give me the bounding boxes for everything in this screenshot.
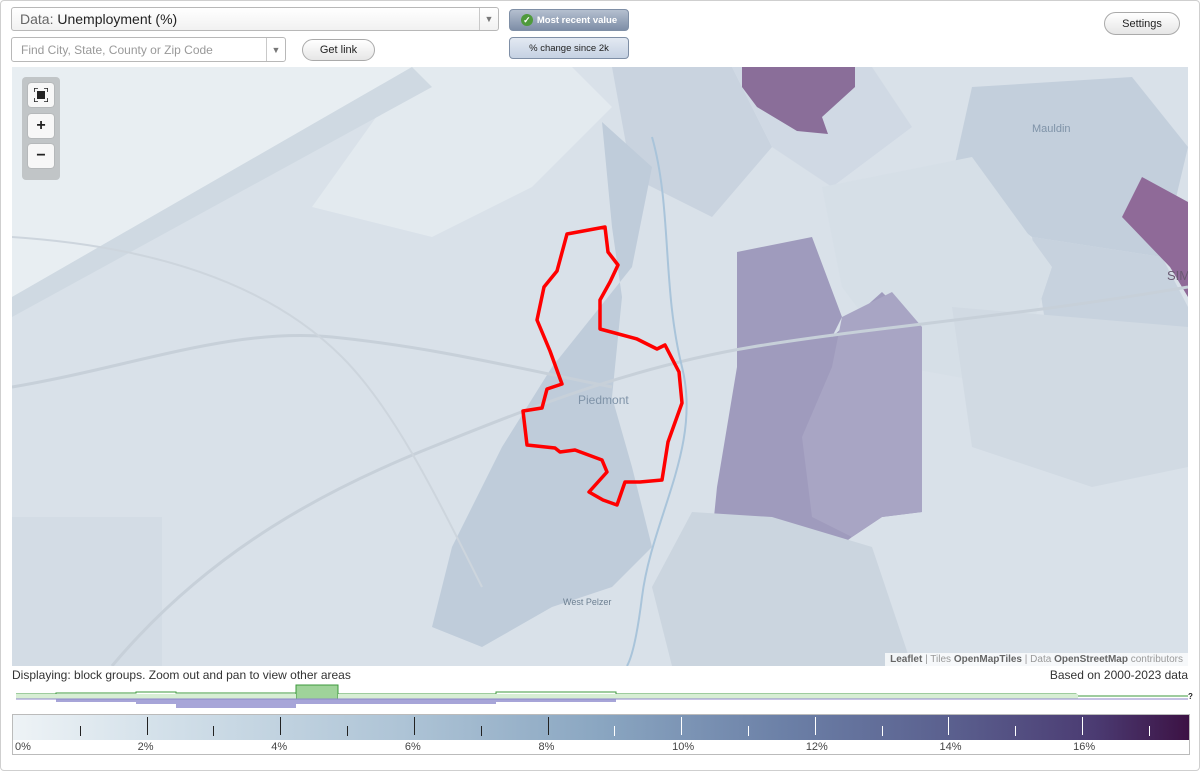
histogram-help-icon[interactable]: ? (1188, 692, 1193, 701)
map-label-piedmont: Piedmont (578, 393, 629, 407)
legend-tick-label: 6% (404, 741, 421, 753)
legend-minor-tick (347, 726, 349, 736)
legend-minor-tick (1148, 726, 1150, 736)
map-attribution: Leaflet | Tiles OpenMapTiles | Data Open… (885, 653, 1188, 666)
most-recent-value-toggle[interactable]: ✓ Most recent value (509, 9, 629, 31)
region-corridor (432, 122, 652, 647)
settings-button[interactable]: Settings (1104, 12, 1180, 35)
legend-major-tick (814, 717, 816, 735)
check-icon: ✓ (520, 14, 533, 26)
data-select-prefix: Data: (20, 11, 54, 27)
legend-minor-tick (614, 726, 616, 736)
legend-minor-tick (480, 726, 482, 736)
tiles-prefix: | Tiles (925, 654, 952, 665)
legend-major-tick (413, 717, 415, 735)
get-link-button[interactable]: Get link (302, 39, 375, 61)
map-label-mauldin: Mauldin (1032, 123, 1071, 135)
legend-tick-label: 14% (939, 741, 962, 753)
legend-tick-label: 0% (15, 741, 31, 753)
zoom-control: + − (22, 77, 60, 180)
legend-gradient (13, 715, 1189, 740)
pct-change-toggle[interactable]: % change since 2k (509, 37, 629, 59)
zoom-in-button[interactable]: + (28, 114, 54, 138)
fullscreen-icon[interactable] (28, 83, 54, 107)
region-high-north (742, 67, 855, 134)
legend-minor-tick (1015, 726, 1017, 736)
legend-tick-label: 8% (538, 741, 555, 753)
region-high-east (1122, 177, 1188, 297)
map-label-west-pelzer: West Pelzer (563, 597, 612, 607)
openstreetmap-link[interactable]: OpenStreetMap (1054, 654, 1128, 665)
chevron-down-icon[interactable]: ▼ (479, 8, 498, 30)
selected-area-outline (521, 225, 684, 507)
legend-minor-tick (213, 726, 215, 736)
legend-tick-label: 4% (271, 741, 288, 753)
legend-major-tick (280, 717, 282, 735)
chevron-down-icon[interactable]: ▼ (266, 38, 285, 61)
river (626, 136, 688, 666)
map-view[interactable]: Mauldin Piedmont West Pelzer SIM Leaflet… (12, 67, 1188, 666)
legend-minor-tick (748, 726, 749, 736)
choropleth-map (12, 67, 1188, 666)
legend-tick-label: 12% (805, 741, 828, 753)
legend-major-tick (547, 717, 549, 735)
legend-minor-tick (79, 726, 81, 736)
legend-tick-label: 10% (672, 741, 695, 753)
zoom-out-button[interactable]: − (28, 144, 54, 168)
contributors-text: contributors (1130, 654, 1183, 665)
most-recent-label: Most recent value (536, 14, 618, 26)
color-legend: 0% 2% 4% 6% 8% 10% 12% 14% 16% (12, 714, 1190, 755)
data-select[interactable]: Data: Unemployment (%) ▼ (11, 7, 499, 31)
displaying-status: Displaying: block groups. Zoom out and p… (12, 668, 351, 682)
leaflet-link[interactable]: Leaflet (890, 654, 923, 665)
legend-tick-label: 16% (1073, 741, 1096, 753)
data-prefix: | Data (1024, 654, 1052, 665)
legend-tick-label: 2% (137, 741, 154, 753)
legend-major-tick (948, 717, 950, 735)
pct-change-label: % change since 2k (529, 42, 609, 54)
data-select-value: Unemployment (%) (57, 11, 178, 27)
openmaptiles-link[interactable]: OpenMapTiles (953, 654, 1022, 665)
legend-major-tick (681, 717, 683, 735)
legend-major-tick (1082, 717, 1084, 735)
data-range-status: Based on 2000-2023 data (1049, 668, 1188, 682)
location-search[interactable]: ▼ (11, 37, 286, 62)
legend-minor-tick (881, 726, 883, 736)
search-input[interactable] (12, 38, 264, 61)
legend-major-tick (146, 717, 148, 735)
map-label-sim: SIM (1167, 268, 1188, 283)
distribution-histogram (16, 684, 1188, 708)
